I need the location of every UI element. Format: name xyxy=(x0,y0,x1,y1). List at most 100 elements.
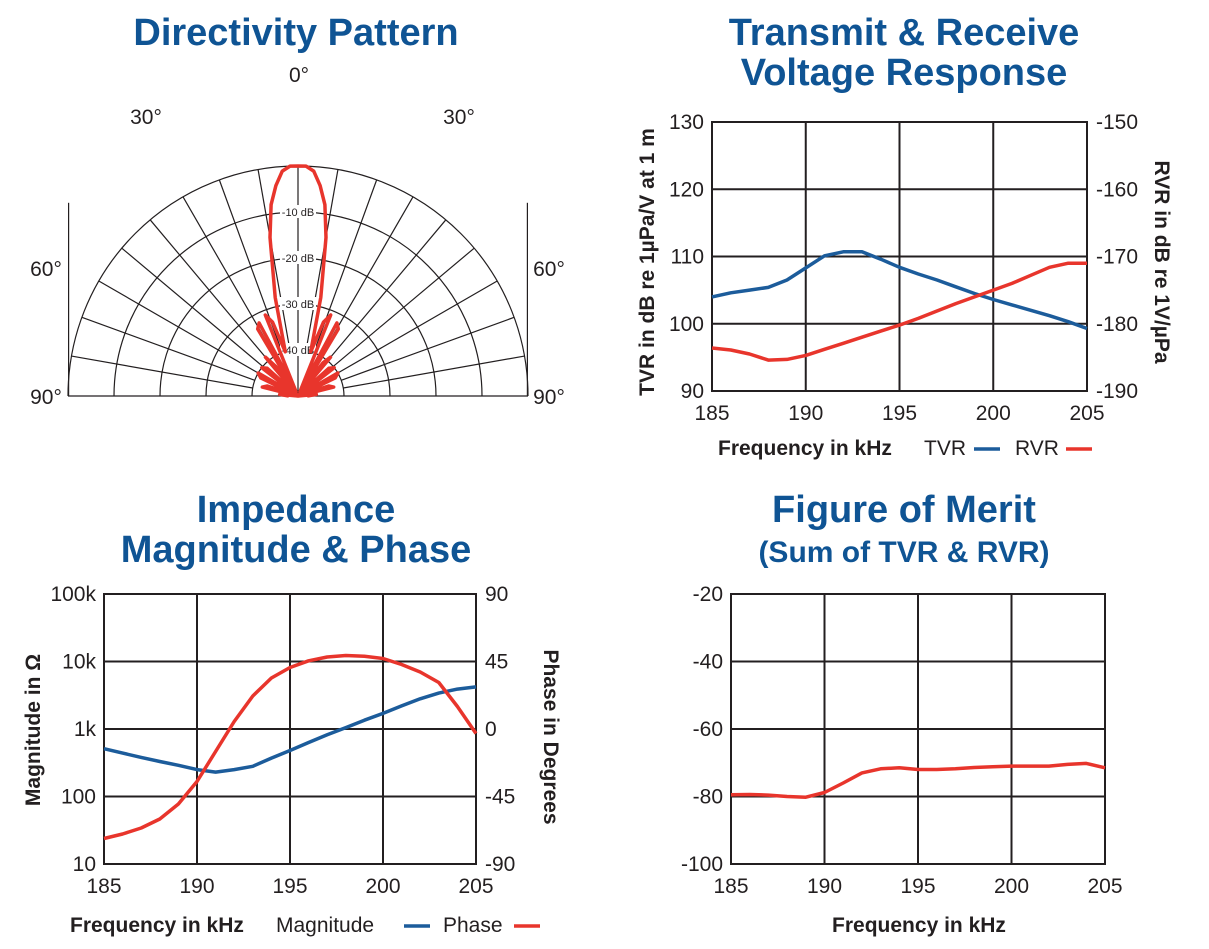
angle-label-30-right: 30° xyxy=(443,106,475,129)
y2-tick-label: -45 xyxy=(485,786,515,809)
x-tick-label: 205 xyxy=(1069,402,1104,425)
polar-spoke xyxy=(343,355,525,389)
y2-tick-label: 90 xyxy=(485,583,508,606)
x-tick-label: 185 xyxy=(694,402,729,425)
polar-left-edge xyxy=(68,202,70,396)
db-ring-label: -30 dB xyxy=(282,299,314,311)
fom-grid xyxy=(730,593,1106,865)
polar-spoke xyxy=(327,219,447,362)
y-tick-label: -60 xyxy=(693,718,723,741)
plot-frame xyxy=(103,593,477,865)
magnitude-y-axis-title: Magnitude in Ω xyxy=(22,654,45,806)
y2-tick-label: -190 xyxy=(1096,380,1138,403)
legend-phase-label: Phase xyxy=(443,914,503,937)
angle-label-90-left: 90° xyxy=(30,386,62,409)
impedance-chart: Impedance Magnitude & Phase 185 190 195 200… xyxy=(22,489,562,937)
db-ring-label: -40 dB xyxy=(282,345,314,357)
y-tick-label: -40 xyxy=(693,651,723,674)
db-label-bg xyxy=(280,297,316,310)
y-tick-label: -20 xyxy=(693,583,723,606)
y2-tick-label: -180 xyxy=(1096,313,1138,336)
y-tick-label: 100k xyxy=(50,583,96,606)
polar-right-edge xyxy=(526,202,528,396)
tvr-rvr-y2-ticks: -190 -180 -170 -160 -150 xyxy=(1096,111,1138,403)
db-label-bg xyxy=(280,205,316,218)
tvr-series-line xyxy=(711,250,1088,331)
polar-grid xyxy=(67,165,529,397)
polar-spoke xyxy=(257,169,291,351)
y2-tick-label: 0 xyxy=(485,718,497,741)
rvr-y2-axis-title: RVR in dB re 1V/µPa xyxy=(1150,160,1173,363)
x-tick-label: 185 xyxy=(86,875,121,898)
x-tick-label: 205 xyxy=(458,875,493,898)
plot-frame xyxy=(711,121,1088,392)
rvr-series-line xyxy=(711,261,1087,362)
x-tick-label: 200 xyxy=(976,402,1011,425)
polar-spoke xyxy=(98,280,259,374)
angle-label-60-right: 60° xyxy=(533,258,565,281)
y2-tick-label: -150 xyxy=(1096,111,1138,134)
directivity-chart: Directivity Pattern -10 dB -20 dB -30 dB -4… xyxy=(30,12,565,409)
impedance-grid xyxy=(103,593,477,865)
y2-tick-label: -160 xyxy=(1096,178,1138,201)
y-tick-label: -100 xyxy=(681,853,723,876)
y-tick-label: 90 xyxy=(681,380,704,403)
tvr-rvr-x-ticks: 185 190 195 200 205 xyxy=(694,402,1104,425)
y-tick-label: 120 xyxy=(669,178,704,201)
magnitude-series-line xyxy=(103,685,477,774)
angle-label-30-left: 30° xyxy=(130,106,162,129)
polar-db-labels: -10 dB -20 dB -30 dB -40 dB xyxy=(280,205,316,357)
legend-rvr-label: RVR xyxy=(1015,437,1059,460)
y-tick-label: 110 xyxy=(671,246,704,269)
angle-label-0: 0° xyxy=(289,64,309,87)
db-ring-label: -20 dB xyxy=(282,253,314,265)
y2-tick-label: 45 xyxy=(485,651,508,674)
x-tick-label: 200 xyxy=(365,875,400,898)
x-tick-label: 195 xyxy=(882,402,917,425)
polar-spoke xyxy=(341,316,515,381)
x-tick-label: 195 xyxy=(900,875,935,898)
polar-spoke xyxy=(337,280,498,374)
db-ring-label: -10 dB xyxy=(282,207,314,219)
legend-tvr-label: TVR xyxy=(924,437,966,460)
x-tick-label: 205 xyxy=(1087,875,1122,898)
y2-tick-label: -170 xyxy=(1096,246,1138,269)
y-tick-label: 1k xyxy=(74,718,97,741)
legend-magnitude-label: Magnitude xyxy=(276,914,374,937)
phase-y2-axis-title: Phase in Degrees xyxy=(539,649,562,824)
directivity-title: Directivity Pattern xyxy=(133,12,458,54)
fom-x-ticks: 185 190 195 200 205 xyxy=(713,875,1122,898)
polar-spoke xyxy=(81,316,255,381)
x-tick-label: 185 xyxy=(713,875,748,898)
polar-spoke xyxy=(149,219,269,362)
polar-spoke xyxy=(121,247,264,367)
polar-spoke xyxy=(332,247,475,367)
tvr-rvr-y-ticks: 90 100 110 120 130 xyxy=(669,111,704,403)
x-tick-label: 190 xyxy=(788,402,823,425)
y-tick-label: 100 xyxy=(61,786,96,809)
angle-label-90-right: 90° xyxy=(533,386,565,409)
fom-subtitle: (Sum of TVR & RVR) xyxy=(758,536,1049,569)
x-tick-label: 200 xyxy=(994,875,1029,898)
fom-x-axis-title: Frequency in kHz xyxy=(832,914,1006,937)
fom-title: Figure of Merit xyxy=(772,489,1036,531)
impedance-y-ticks: 10 100 1k 10k 100k xyxy=(50,583,96,876)
y-tick-label: -80 xyxy=(693,786,723,809)
y-tick-label: 130 xyxy=(669,111,704,134)
fom-y-ticks: -100 -80 -60 -40 -20 xyxy=(681,583,723,876)
impedance-x-ticks: 185 190 195 200 205 xyxy=(86,875,493,898)
tvr-rvr-chart: Transmit & Receive Voltage Response 185 1… xyxy=(636,12,1173,460)
tvr-rvr-grid xyxy=(711,121,1088,392)
tvr-rvr-title-line1: Transmit & Receive xyxy=(729,12,1080,54)
x-tick-label: 190 xyxy=(807,875,842,898)
db-label-bg xyxy=(280,251,316,264)
y-tick-label: 10k xyxy=(62,651,96,674)
tvr-y-axis-title: TVR in dB re 1µPa/V at 1 m xyxy=(636,128,659,396)
tvr-rvr-x-axis-title: Frequency in kHz xyxy=(718,437,892,460)
impedance-x-axis-title: Frequency in kHz xyxy=(70,914,244,937)
angle-label-60-left: 60° xyxy=(30,258,62,281)
polar-spoke xyxy=(71,355,253,389)
polar-spoke xyxy=(305,169,339,351)
tvr-rvr-title-line2: Voltage Response xyxy=(741,52,1068,94)
